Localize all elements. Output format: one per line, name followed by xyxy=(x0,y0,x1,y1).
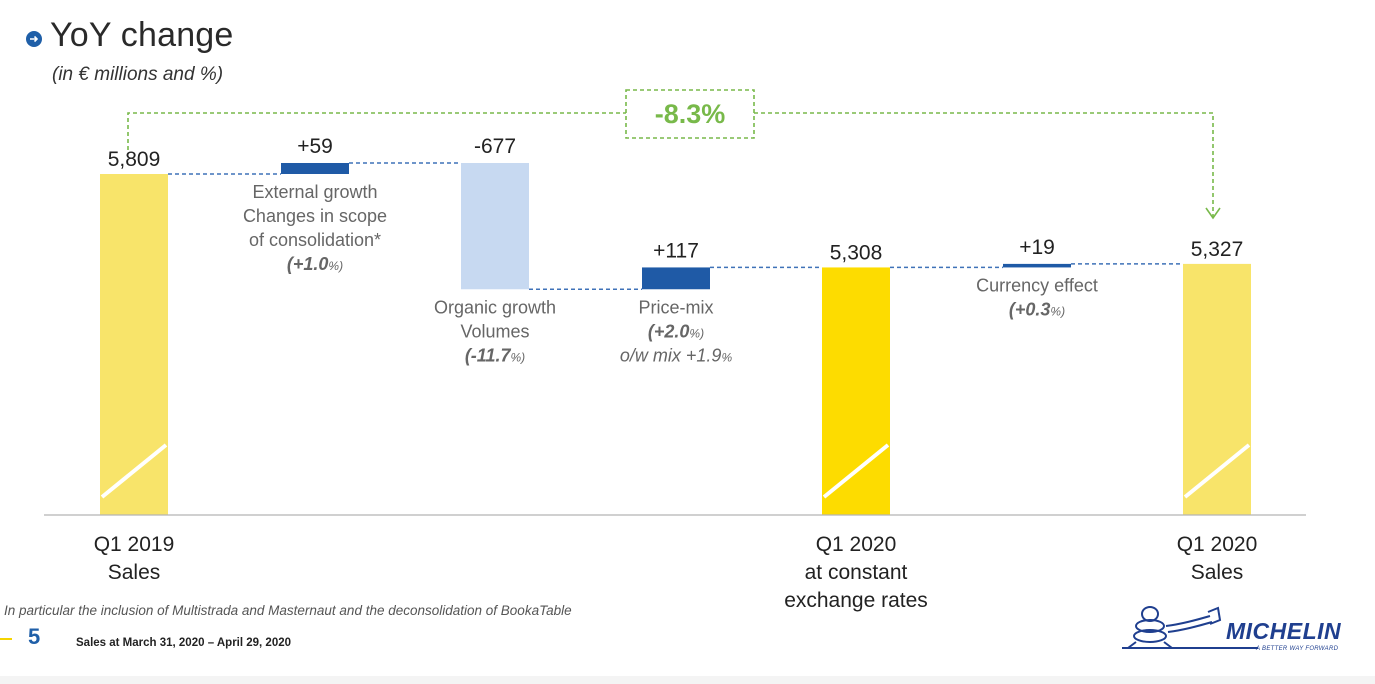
title-row: YoY change xyxy=(26,16,234,55)
slide-subtitle: (in € millions and %) xyxy=(52,64,224,85)
page-number-dash xyxy=(0,638,12,640)
bar-total xyxy=(100,174,168,515)
bar-description-label: Price-mix xyxy=(639,297,714,317)
x-axis-category-label: Sales xyxy=(108,561,161,584)
logo-tagline: A BETTER WAY FORWARD xyxy=(1256,646,1339,652)
bar-value-label: 5,809 xyxy=(108,148,161,171)
bar-value-label: 5,308 xyxy=(830,241,883,264)
arrow-bullet-icon xyxy=(26,30,42,47)
bar-value-label: -677 xyxy=(474,135,516,158)
logo-wordmark: MICHELIN xyxy=(1226,618,1342,644)
footer-text: Sales at March 31, 2020 – April 29, 2020 xyxy=(76,637,292,649)
bar-value-label: +117 xyxy=(653,239,699,262)
bar-description-label: (+0.3%) xyxy=(1009,299,1065,319)
bibendum-icon xyxy=(1127,606,1222,649)
bar-description-label: (-11.7%) xyxy=(465,345,525,365)
bar-decrease xyxy=(461,162,529,290)
bar-total xyxy=(822,267,890,515)
change-percent-label: -8.3% xyxy=(655,99,726,129)
x-axis-category-label: Q1 2020 xyxy=(1177,533,1258,556)
bar-description-label: Organic growth xyxy=(434,297,556,317)
x-axis-category-label: Sales xyxy=(1191,561,1244,584)
bracket-arrow-icon xyxy=(1205,207,1221,220)
slide-title: YoY change xyxy=(50,16,234,54)
page-number: 5 xyxy=(28,624,41,649)
bar-description-label: External growth xyxy=(252,182,377,202)
change-box xyxy=(625,89,755,139)
logo-underline xyxy=(1122,647,1258,649)
bar-description-label: (+1.0%) xyxy=(287,254,343,274)
x-axis-category-label: Q1 2020 xyxy=(816,533,897,556)
axis-break-mark xyxy=(1183,443,1251,499)
x-axis-category-label: at constant xyxy=(805,561,908,584)
bar-description-label: Volumes xyxy=(460,321,529,341)
michelin-logo: MICHELIN A BETTER WAY FORWARD xyxy=(1122,604,1372,660)
bar-total xyxy=(1183,263,1251,515)
bar-description-label: o/w mix +1.9% xyxy=(620,345,733,365)
bar-description-label: Currency effect xyxy=(976,275,1098,295)
bar-description-label: Changes in scope xyxy=(243,206,387,226)
bar-increase xyxy=(642,267,710,290)
x-axis-category-label: exchange rates xyxy=(784,589,928,612)
bar-increase xyxy=(1003,263,1071,268)
bar-increase xyxy=(281,162,349,174)
footnote: In particular the inclusion of Multistra… xyxy=(4,603,572,618)
axis-break-mark xyxy=(822,443,890,499)
bar-value-label: +59 xyxy=(297,135,333,158)
axis-break-mark xyxy=(100,443,168,499)
bar-description-label: (+2.0%) xyxy=(648,321,704,341)
change-bracket xyxy=(127,112,1214,218)
bar-description-label: of consolidation* xyxy=(249,230,381,250)
x-axis-category-label: Q1 2019 xyxy=(94,533,175,556)
bottom-strip xyxy=(0,676,1375,684)
bar-value-label: 5,327 xyxy=(1191,238,1244,261)
bar-value-label: +19 xyxy=(1019,236,1055,259)
